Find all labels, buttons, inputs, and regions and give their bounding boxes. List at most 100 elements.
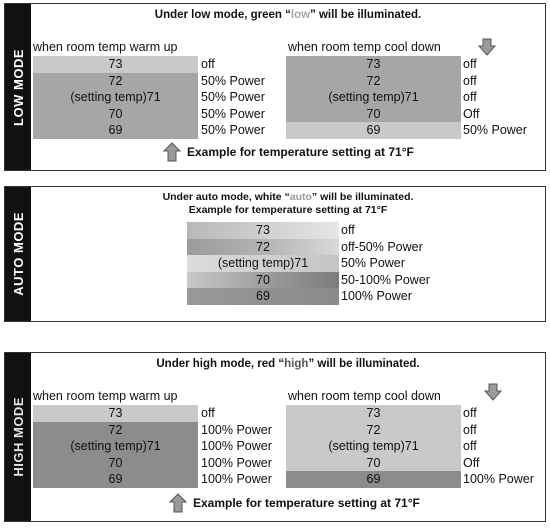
temp-cell: 69	[286, 122, 461, 139]
table-row: 72 off-50% Power	[187, 238, 447, 255]
table-row: 73 off	[33, 405, 283, 422]
table-row: 72 off	[286, 421, 541, 438]
high-mode-side-label: HIGH MODE	[5, 353, 31, 521]
table-row: 73 off	[187, 222, 447, 239]
arrow-down-icon	[484, 383, 502, 401]
status-label: 50% Power	[201, 73, 265, 88]
temp-cell: (setting temp)71	[33, 89, 198, 106]
status-label: 100% Power	[201, 422, 272, 437]
table-row: 69 100% Power	[286, 471, 541, 488]
table-row: (setting temp)71 off	[286, 438, 541, 455]
temp-cell: 73	[286, 405, 461, 422]
table-row: 73 off	[33, 56, 283, 73]
temp-cell: 69	[286, 471, 461, 488]
auto-mode-subheading: Example for temperature setting at 71°F	[188, 204, 388, 216]
status-label: 50% Power	[201, 123, 265, 137]
auto-mode-panel: AUTO MODE Under auto mode, white “auto” …	[4, 186, 546, 322]
table-row: 69 50% Power	[33, 122, 283, 139]
table-row: 69 100% Power	[187, 288, 447, 305]
auto-table: 73 off 72 off-50% Power (setting temp)71 50…	[187, 222, 447, 305]
high-mode-heading: Under high mode, red “high” will be illu…	[156, 358, 420, 370]
temp-cell: 70	[187, 271, 339, 288]
status-label: 100% Power	[201, 455, 272, 470]
temp-cell: (setting temp)71	[33, 438, 198, 455]
low-mode-panel: LOW MODE Under low mode, green “low” wil…	[4, 3, 546, 171]
temp-cell: 72	[286, 72, 461, 89]
high-warm-header: when room temp warm up	[33, 389, 178, 403]
temp-cell: 70	[286, 105, 461, 122]
temp-cell: 72	[33, 421, 198, 438]
status-label: 50% Power	[463, 123, 527, 137]
temp-cell: 73	[33, 405, 198, 422]
table-row: 69 100% Power	[33, 471, 283, 488]
low-indicator-word: low	[290, 9, 311, 21]
temp-cell: 72	[187, 238, 339, 255]
temp-cell: 70	[33, 105, 198, 122]
status-label: 100% Power	[463, 472, 534, 486]
low-footer-note: Example for temperature setting at 71°F	[187, 145, 414, 159]
temp-cell: 72	[33, 72, 198, 89]
low-mode-side-label: LOW MODE	[5, 4, 31, 170]
temp-cell: (setting temp)71	[286, 438, 461, 455]
status-label: off	[463, 73, 477, 88]
temp-cell: 69	[187, 288, 339, 305]
table-row: (setting temp)71 50% Power	[33, 89, 283, 106]
status-label: 50% Power	[201, 90, 265, 104]
temp-cell: 70	[286, 454, 461, 471]
auto-mode-heading: Under auto mode, white “auto” will be il…	[162, 191, 414, 203]
status-label: off	[463, 406, 477, 420]
temp-cell: 69	[33, 471, 198, 488]
status-label: off	[201, 57, 215, 71]
high-indicator-word: high	[284, 358, 309, 370]
auto-indicator-word: auto	[289, 191, 312, 203]
table-row: (setting temp)71 off	[286, 89, 541, 106]
table-row: 69 50% Power	[286, 122, 541, 139]
status-label: off	[201, 406, 215, 420]
status-label: 100% Power	[201, 472, 272, 486]
auto-mode-side-label: AUTO MODE	[5, 187, 31, 321]
status-label: off-50% Power	[341, 239, 423, 254]
table-row: 70 50-100% Power	[187, 271, 447, 288]
arrow-down-icon	[478, 38, 496, 56]
table-row: 72 50% Power	[33, 72, 283, 89]
temp-cell: (setting temp)71	[286, 89, 461, 106]
high-footer-note: Example for temperature setting at 71°F	[193, 496, 420, 510]
table-row: (setting temp)71 50% Power	[187, 255, 447, 272]
low-cool-header: when room temp cool down	[288, 40, 441, 54]
high-cool-header: when room temp cool down	[288, 389, 441, 403]
status-label: 50% Power	[201, 106, 265, 121]
table-row: 72 off	[286, 72, 541, 89]
status-label: 50-100% Power	[341, 272, 430, 287]
arrow-up-icon	[169, 493, 187, 513]
table-row: 70 Off	[286, 105, 541, 122]
temp-cell: (setting temp)71	[187, 255, 339, 272]
table-row: 70 100% Power	[33, 454, 283, 471]
high-mode-panel: HIGH MODE Under high mode, red “high” wi…	[4, 352, 546, 522]
temp-cell: 73	[187, 222, 339, 239]
status-label: off	[463, 422, 477, 437]
table-row: 72 100% Power	[33, 421, 283, 438]
arrow-up-icon	[163, 142, 181, 162]
temp-cell: 73	[286, 56, 461, 73]
high-cool-table: 73 off 72 off (setting temp)71 off 70 Off 69…	[286, 405, 541, 488]
high-warm-table: 73 off 72 100% Power (setting temp)71 100% …	[33, 405, 283, 488]
table-row: 73 off	[286, 56, 541, 73]
low-warm-header: when room temp warm up	[33, 40, 178, 54]
status-label: 100% Power	[341, 289, 412, 303]
status-label: 50% Power	[341, 256, 405, 270]
status-label: Off	[463, 455, 480, 470]
status-label: off	[463, 90, 477, 104]
temp-cell: 69	[33, 122, 198, 139]
status-label: off	[341, 223, 355, 237]
status-label: off	[463, 439, 477, 453]
status-label: off	[463, 57, 477, 71]
table-row: 73 off	[286, 405, 541, 422]
status-label: 100% Power	[201, 439, 272, 453]
low-cool-table: 73 off 72 off (setting temp)71 off 70 Off 69…	[286, 56, 541, 139]
temp-cell: 73	[33, 56, 198, 73]
temp-cell: 72	[286, 421, 461, 438]
status-label: Off	[463, 106, 480, 121]
table-row: 70 50% Power	[33, 105, 283, 122]
table-row: (setting temp)71 100% Power	[33, 438, 283, 455]
low-mode-heading: Under low mode, green “low” will be illu…	[154, 9, 422, 21]
